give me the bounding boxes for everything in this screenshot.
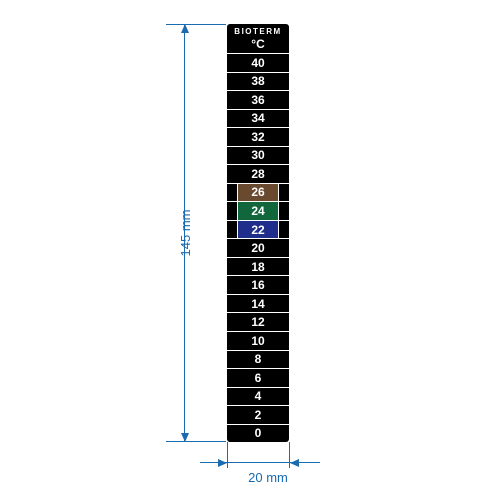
width-label: 20 mm <box>208 470 328 485</box>
tick-mark <box>279 54 289 72</box>
temperature-cell: 28 <box>227 165 289 184</box>
tick-mark <box>279 184 289 202</box>
tick-mark <box>227 425 237 442</box>
tick-mark <box>227 276 237 294</box>
tick-mark <box>227 165 237 183</box>
tick-mark <box>279 295 289 313</box>
temperature-value: 28 <box>237 165 279 183</box>
tick-mark <box>279 276 289 294</box>
tick-mark <box>227 239 237 257</box>
temperature-cell: 34 <box>227 110 289 129</box>
tick-mark <box>227 54 237 72</box>
tick-mark <box>279 128 289 146</box>
temperature-cell: 8 <box>227 351 289 370</box>
temperature-cell: 26 <box>227 184 289 203</box>
temperature-cell: 12 <box>227 313 289 332</box>
temperature-cell: 40 <box>227 54 289 73</box>
temperature-cell: 0 <box>227 425 289 442</box>
tick-mark <box>279 425 289 442</box>
tick-mark <box>279 239 289 257</box>
tick-mark <box>227 406 237 424</box>
dim-extension-line <box>227 442 228 468</box>
thermometer-strip: BIOTERM °C 40383634323028262422201816141… <box>227 24 289 442</box>
tick-mark <box>279 332 289 350</box>
temperature-cell: 14 <box>227 295 289 314</box>
tick-mark <box>279 313 289 331</box>
temperature-cell: 10 <box>227 332 289 351</box>
temperature-value: 36 <box>237 91 279 109</box>
temperature-value: 40 <box>237 54 279 72</box>
temperature-value: 22 <box>237 221 279 239</box>
temperature-value: 18 <box>237 258 279 276</box>
tick-mark <box>279 406 289 424</box>
temperature-value: 26 <box>237 184 279 202</box>
tick-mark <box>227 147 237 165</box>
temperature-cells: 4038363432302826242220181614121086420 <box>227 54 289 442</box>
tick-mark <box>227 295 237 313</box>
tick-mark <box>279 147 289 165</box>
temperature-cell: 22 <box>227 221 289 240</box>
height-dimension: 145 mm <box>166 24 226 442</box>
temperature-value: 30 <box>237 147 279 165</box>
tick-mark <box>279 388 289 406</box>
arrow-up-icon <box>181 24 189 33</box>
temperature-value: 38 <box>237 73 279 91</box>
tick-mark <box>227 91 237 109</box>
temperature-cell: 2 <box>227 406 289 425</box>
temperature-cell: 30 <box>227 147 289 166</box>
temperature-value: 0 <box>237 425 279 442</box>
tick-mark <box>279 165 289 183</box>
temperature-value: 16 <box>237 276 279 294</box>
temperature-cell: 38 <box>227 73 289 92</box>
temperature-value: 20 <box>237 239 279 257</box>
unit-label: °C <box>227 37 289 54</box>
temperature-cell: 32 <box>227 128 289 147</box>
tick-mark <box>279 73 289 91</box>
temperature-cell: 6 <box>227 369 289 388</box>
tick-mark <box>279 202 289 220</box>
tick-mark <box>279 110 289 128</box>
brand-label: BIOTERM <box>227 24 289 37</box>
tick-mark <box>279 351 289 369</box>
tick-mark <box>227 202 237 220</box>
tick-mark <box>279 221 289 239</box>
temperature-cell: 18 <box>227 258 289 277</box>
tick-mark <box>227 221 237 239</box>
temperature-value: 2 <box>237 406 279 424</box>
height-label: 145 mm <box>178 210 193 257</box>
tick-mark <box>279 91 289 109</box>
temperature-value: 12 <box>237 313 279 331</box>
dim-extension-line <box>166 24 226 25</box>
temperature-value: 32 <box>237 128 279 146</box>
tick-mark <box>227 184 237 202</box>
temperature-value: 34 <box>237 110 279 128</box>
temperature-value: 4 <box>237 388 279 406</box>
tick-mark <box>227 332 237 350</box>
tick-mark <box>227 128 237 146</box>
temperature-value: 10 <box>237 332 279 350</box>
tick-mark <box>227 73 237 91</box>
temperature-cell: 36 <box>227 91 289 110</box>
temperature-cell: 16 <box>227 276 289 295</box>
tick-mark <box>227 258 237 276</box>
tick-mark <box>227 351 237 369</box>
temperature-cell: 24 <box>227 202 289 221</box>
temperature-cell: 20 <box>227 239 289 258</box>
temperature-value: 8 <box>237 351 279 369</box>
tick-mark <box>279 369 289 387</box>
tick-mark <box>227 388 237 406</box>
tick-mark <box>279 258 289 276</box>
temperature-cell: 4 <box>227 388 289 407</box>
arrow-right-icon <box>290 459 299 467</box>
arrow-down-icon <box>181 433 189 442</box>
tick-mark <box>227 369 237 387</box>
tick-mark <box>227 313 237 331</box>
temperature-value: 14 <box>237 295 279 313</box>
temperature-value: 24 <box>237 202 279 220</box>
arrow-left-icon <box>218 459 227 467</box>
temperature-value: 6 <box>237 369 279 387</box>
diagram-stage: 145 mm BIOTERM °C 4038363432302826242220… <box>0 0 500 500</box>
tick-mark <box>227 110 237 128</box>
width-dimension: 20 mm <box>200 442 320 488</box>
